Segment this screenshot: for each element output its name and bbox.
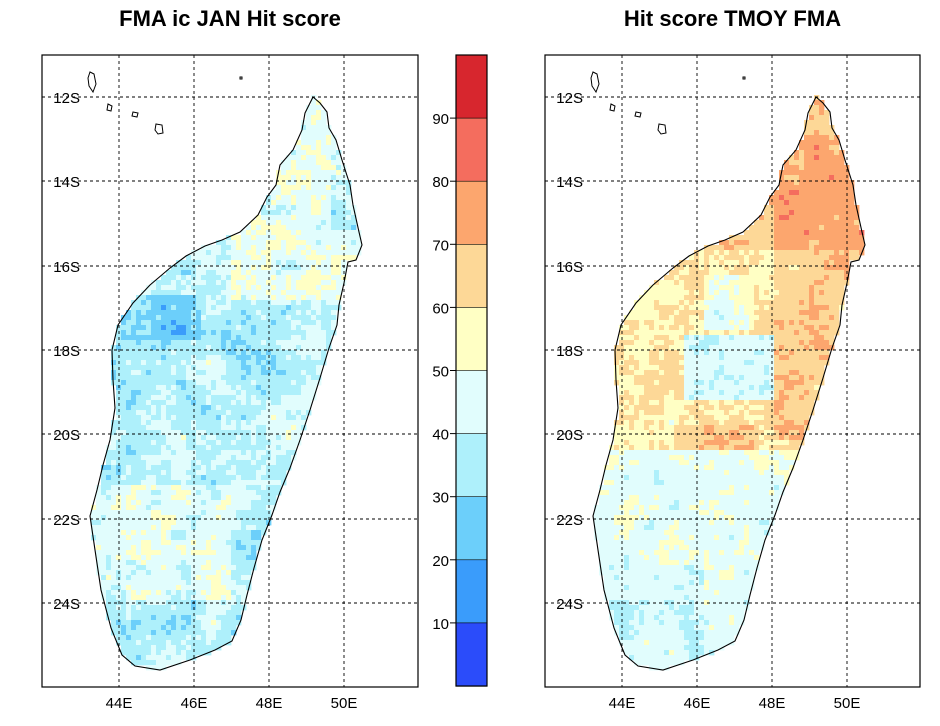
left-graticule [42, 55, 418, 687]
longitude-label: 46E [181, 695, 208, 712]
colorbar-label: 10 [432, 616, 449, 633]
latitude-label: 24S [53, 596, 80, 613]
latitude-label: 18S [556, 343, 583, 360]
longitude-label: 44E [106, 695, 133, 712]
right-hit-score-grid [594, 95, 865, 671]
colorbar-swatch [455, 559, 488, 624]
colorbar-label: 20 [432, 553, 449, 570]
right-comoros-islands [590, 71, 746, 135]
latitude-label: 14S [53, 174, 80, 191]
island [106, 103, 113, 112]
colorbar-label: 30 [432, 490, 449, 507]
left-comoros-islands [87, 71, 243, 135]
island [609, 103, 616, 112]
colorbar: 90 80 70 60 50 40 30 20 10 [432, 54, 488, 687]
colorbar-label: 50 [432, 364, 449, 381]
latitude-label: 22S [556, 512, 583, 529]
latitude-label: 16S [556, 259, 583, 276]
colorbar-label: 40 [432, 427, 449, 444]
island [131, 111, 139, 118]
latitude-label: 22S [53, 512, 80, 529]
island [742, 76, 746, 80]
right-map-panel: 12S 14S 16S 18S 20S 22S 24S 44E 46E 48E 50E [544, 54, 921, 712]
island [590, 71, 600, 94]
latitude-label: 24S [556, 596, 583, 613]
island [154, 123, 164, 135]
latitude-label: 12S [53, 90, 80, 107]
colorbar-swatch [455, 180, 488, 245]
left-hit-score-grid [91, 95, 362, 671]
left-map-panel: 12S 14S 16S 18S 20S 22S 24S 44E 46E 48E 50E [41, 54, 419, 712]
island [657, 123, 667, 135]
colorbar-swatch [455, 54, 488, 119]
longitude-label: 48E [759, 695, 786, 712]
latitude-label: 20S [556, 427, 583, 444]
colorbar-swatch [455, 622, 488, 687]
longitude-label: 46E [684, 695, 711, 712]
right-map-frame [544, 54, 921, 688]
longitude-label: 50E [331, 695, 358, 712]
latitude-label: 20S [53, 427, 80, 444]
right-map-title: Hit score TMOY FMA [623, 6, 842, 31]
colorbar-label: 90 [432, 111, 449, 128]
colorbar-swatch [455, 307, 488, 372]
longitude-label: 44E [609, 695, 636, 712]
colorbar-swatch [455, 370, 488, 435]
colorbar-swatch [455, 244, 488, 309]
colorbar-label: 80 [432, 174, 449, 191]
island [634, 111, 642, 118]
longitude-label: 48E [256, 695, 283, 712]
latitude-label: 12S [556, 90, 583, 107]
left-map-title: FMA ic JAN Hit score [119, 6, 341, 31]
left-map-frame [41, 54, 419, 688]
colorbar-swatch [455, 117, 488, 182]
right-madagascar-coastline [592, 96, 866, 671]
longitude-label: 50E [834, 695, 861, 712]
right-graticule [545, 55, 921, 687]
latitude-label: 14S [556, 174, 583, 191]
latitude-label: 18S [53, 343, 80, 360]
colorbar-label: 70 [432, 237, 449, 254]
latitude-label: 16S [53, 259, 80, 276]
colorbar-label: 60 [432, 300, 449, 317]
island [239, 76, 243, 80]
colorbar-swatch [455, 496, 488, 561]
island [87, 71, 97, 94]
colorbar-swatch [455, 433, 488, 498]
left-madagascar-coastline [89, 96, 363, 671]
